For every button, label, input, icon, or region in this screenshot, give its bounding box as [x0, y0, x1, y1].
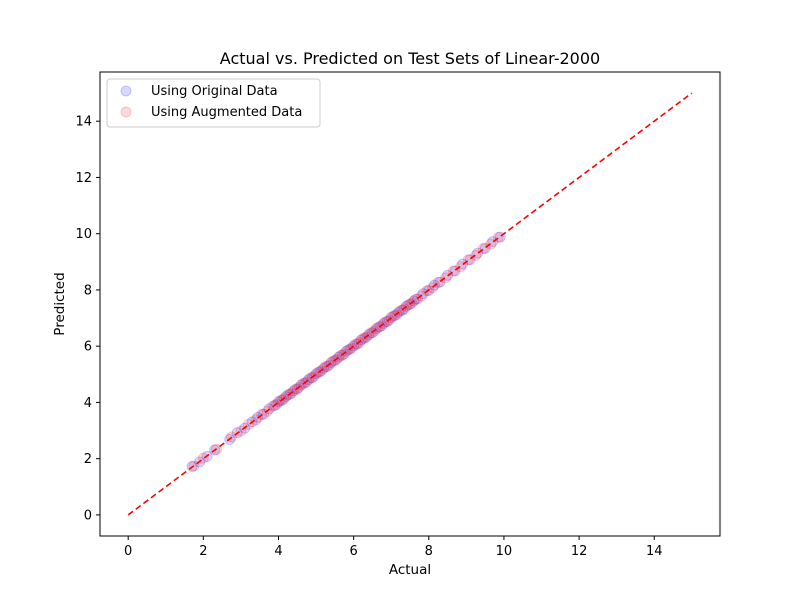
x-axis-label: Actual: [389, 562, 431, 578]
chart-title: Actual vs. Predicted on Test Sets of Lin…: [220, 49, 600, 68]
legend-label-original: Using Original Data: [151, 84, 278, 99]
x-tick-label: 6: [349, 544, 357, 559]
plot-area: [127, 92, 693, 516]
y-tick-label: 12: [75, 171, 92, 186]
y-tick-label: 2: [84, 452, 92, 467]
x-tick-label: 4: [274, 544, 282, 559]
legend-label-augmented: Using Augmented Data: [151, 105, 302, 120]
legend-marker-augmented: [120, 106, 132, 118]
y-axis-label: Predicted: [52, 272, 68, 335]
y-tick-label: 8: [84, 283, 92, 298]
y-tick-label: 6: [84, 340, 92, 355]
y-tick-label: 10: [75, 227, 92, 242]
x-tick-label: 2: [199, 544, 207, 559]
legend: Using Original Data Using Augmented Data: [106, 78, 321, 128]
plot-frame: [99, 71, 721, 537]
x-tick-label: 14: [646, 544, 663, 559]
legend-box: [106, 78, 321, 128]
reference-line: [127, 92, 693, 516]
series-1: [188, 231, 504, 472]
legend-marker-original: [120, 85, 132, 97]
y-tick-label: 14: [75, 115, 92, 130]
x-tick-label: 8: [425, 544, 433, 559]
x-tick-label: 10: [496, 544, 513, 559]
axis-ticks: 0 2 4 6 8 10 12 14 0 2 4 6 8 10 12 14: [75, 115, 662, 559]
x-tick-label: 12: [571, 544, 588, 559]
x-tick-label: 0: [124, 544, 132, 559]
y-tick-label: 4: [84, 396, 92, 411]
y-tick-label: 0: [84, 508, 92, 523]
